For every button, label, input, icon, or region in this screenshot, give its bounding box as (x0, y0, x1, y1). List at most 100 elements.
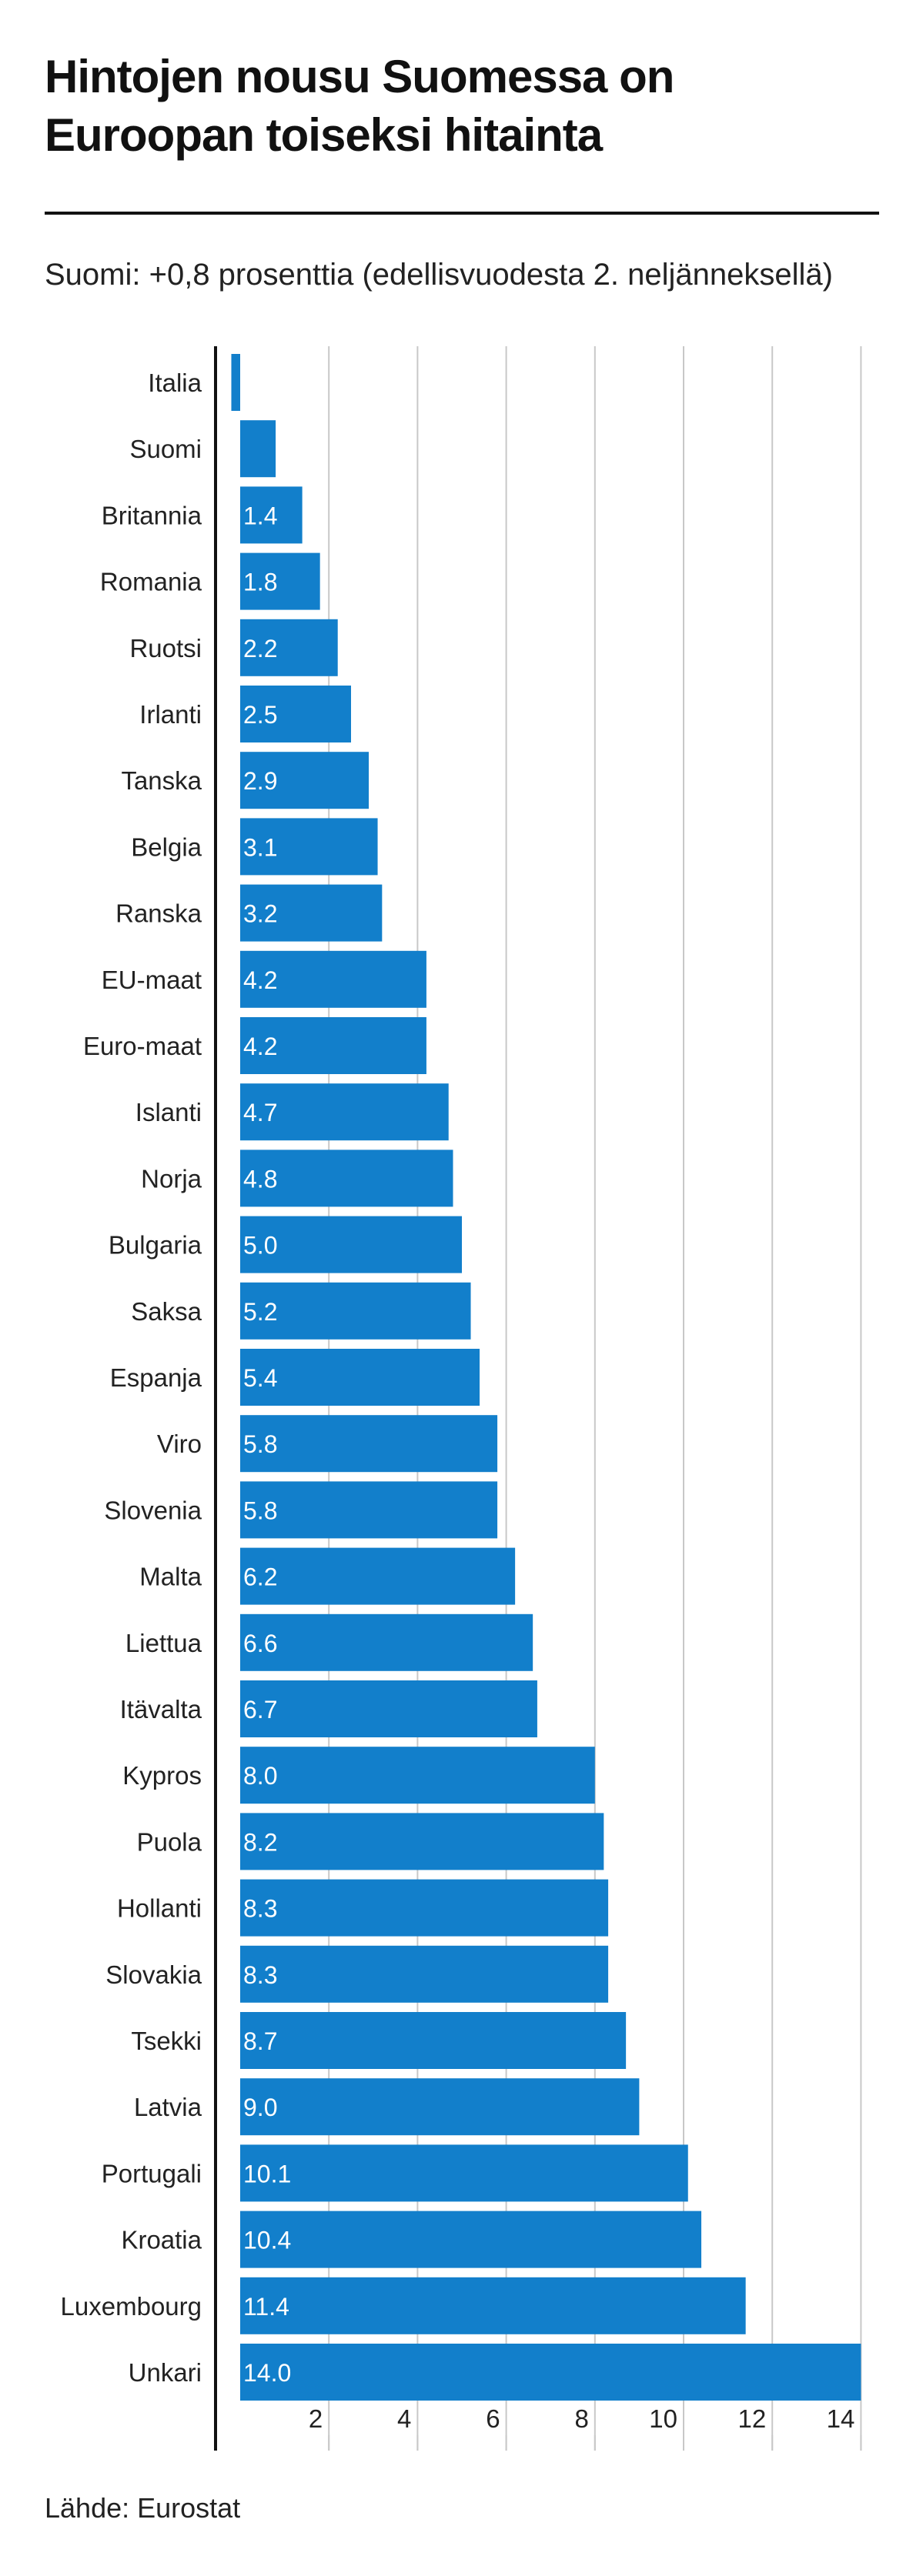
bar-espanja (240, 1349, 480, 1406)
value-label: 10.1 (243, 2160, 291, 2187)
value-label: 8.3 (243, 1895, 277, 1923)
value-label: 8.7 (243, 2027, 277, 2055)
title-divider (45, 212, 879, 215)
bar-ruotsi (240, 619, 338, 676)
category-label: Suomi (129, 435, 202, 463)
category-label: Irlanti (139, 700, 202, 729)
category-label: Viro (157, 1430, 202, 1458)
category-label: Latvia (134, 2093, 202, 2121)
category-label: Saksa (131, 1297, 202, 1326)
tick-label-6: 6 (486, 2404, 500, 2433)
value-label: 3.1 (243, 833, 277, 861)
value-label: 10.4 (243, 2227, 291, 2254)
tick-label-10: 10 (649, 2404, 677, 2433)
value-label: 1.8 (243, 569, 277, 596)
value-label: 4.2 (243, 1033, 277, 1060)
bar-suomi (240, 420, 276, 478)
bar-malta (240, 1547, 516, 1605)
category-label: Ranska (115, 899, 202, 928)
value-label: 5.8 (243, 1430, 277, 1458)
category-label: Norja (141, 1164, 202, 1193)
value-label: 8.3 (243, 1961, 277, 1989)
chart-title: Hintojen nousu Suomessa on Euroopan tois… (45, 51, 674, 161)
value-label: 8.2 (243, 1828, 277, 1856)
value-label: 1.4 (243, 502, 277, 529)
value-label: 14.0 (243, 2359, 291, 2387)
bar-kroatia (240, 2211, 702, 2268)
tick-label-8: 8 (574, 2404, 588, 2433)
value-label: 2.9 (243, 767, 277, 795)
bar-tsekki (240, 2012, 627, 2069)
category-label: Romania (100, 568, 202, 596)
bar-norja (240, 1150, 453, 1207)
category-label: Belgia (131, 833, 202, 861)
bar-portugali (240, 2144, 688, 2202)
value-label: 5.0 (243, 1232, 277, 1260)
bar-saksa (240, 1282, 471, 1340)
value-label: 5.4 (243, 1364, 277, 1392)
bar-slovenia (240, 1481, 498, 1539)
category-label: Italia (148, 369, 202, 397)
value-label: 4.2 (243, 966, 277, 994)
value-label: 9.0 (243, 2094, 277, 2121)
bar-ranska (240, 884, 383, 942)
category-label: Euro-maat (83, 1032, 202, 1060)
category-label: Portugali (102, 2159, 202, 2187)
bar-britannia (240, 486, 303, 544)
tick-label-2: 2 (309, 2404, 323, 2433)
value-label: 5.8 (243, 1497, 277, 1524)
category-label: Ruotsi (129, 634, 202, 662)
tick-label-4: 4 (397, 2404, 411, 2433)
category-label: Unkari (129, 2358, 202, 2387)
category-label: Islanti (135, 1098, 202, 1126)
value-label: 11.4 (243, 2293, 289, 2321)
category-label: Kypros (122, 1761, 202, 1790)
value-label: 5.2 (243, 1298, 277, 1326)
bar-eu-maat (240, 950, 426, 1008)
chart-subtitle: Suomi: +0,8 prosenttia (edellisvuodesta … (45, 258, 833, 292)
category-label: Itävalta (120, 1695, 202, 1723)
bar-kypros (240, 1747, 595, 1804)
bar-islanti (240, 1083, 449, 1141)
value-label: 4.7 (243, 1099, 277, 1126)
value-label: 2.2 (243, 635, 277, 662)
category-label: Puola (137, 1827, 202, 1856)
tick-label-14: 14 (827, 2404, 855, 2433)
category-label: Liettua (125, 1629, 202, 1657)
category-label: Bulgaria (109, 1231, 202, 1260)
category-label: Britannia (102, 501, 202, 529)
category-label: Tanska (121, 766, 202, 795)
tick-label-12: 12 (737, 2404, 766, 2433)
value-label: 6.7 (243, 1696, 277, 1723)
category-labels: Italia Suomi Britannia Romania Ruotsi Irlanti… (61, 369, 202, 2387)
bar-irlanti (240, 686, 351, 742)
bar-unkari (240, 2344, 861, 2401)
bar-romania (240, 552, 320, 610)
category-label: Hollanti (117, 1894, 202, 1923)
category-label: Espanja (110, 1363, 202, 1392)
value-label: 4.8 (243, 1165, 277, 1193)
value-label: 6.2 (243, 1563, 277, 1591)
value-label: 6.6 (243, 1630, 277, 1657)
bar-italia (231, 354, 240, 411)
x-axis-ticks: 2 4 6 8 10 12 14 (309, 2404, 862, 2451)
category-label: Kroatia (121, 2226, 202, 2254)
bars (231, 354, 861, 2401)
bar-luxembourg (240, 2277, 746, 2334)
bar-slovakia (240, 1945, 609, 2003)
category-label: Malta (139, 1563, 202, 1591)
category-label: Slovenia (104, 1496, 202, 1524)
bar-belgia (240, 818, 378, 876)
bar-liettua (240, 1613, 533, 1671)
bar-latvia (240, 2078, 640, 2136)
bar-viro (240, 1415, 498, 1473)
bar-bulgaria (240, 1216, 462, 1273)
value-label: 2.5 (243, 701, 277, 729)
bar-hollanti (240, 1879, 609, 1937)
bar-puola (240, 1813, 604, 1870)
bar-euro-maat (240, 1017, 426, 1074)
value-label: 3.2 (243, 900, 277, 928)
value-label: 8.0 (243, 1762, 277, 1790)
category-label: EU-maat (102, 966, 202, 994)
